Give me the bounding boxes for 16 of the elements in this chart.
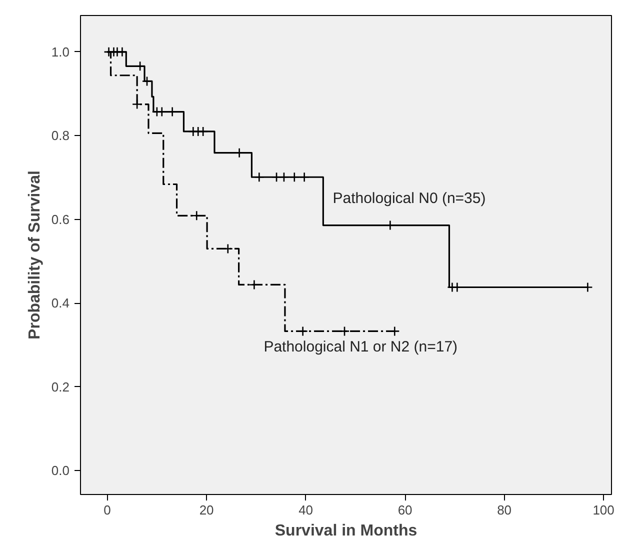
x-tick-label: 80: [497, 502, 512, 518]
x-tick-label: 100: [592, 502, 614, 518]
y-tick-label: 0.4: [51, 296, 70, 311]
y-tick-label: 1.0: [51, 44, 70, 60]
y-tick-label: 0.0: [51, 463, 70, 478]
x-tick-label: 0: [104, 502, 111, 518]
series-label: Pathological N0 (n=35): [332, 190, 486, 208]
x-axis-title: Survival in Months: [274, 522, 418, 540]
series-label: Pathological N1 or N2 (n=17): [264, 338, 458, 356]
y-tick-label: 0.2: [51, 379, 70, 394]
y-tick-label: 0.8: [51, 128, 70, 144]
x-tick-label: 60: [398, 502, 412, 518]
y-tick-label: 0.6: [51, 212, 70, 227]
x-tick-label: 20: [199, 502, 214, 518]
x-tick-label: 40: [298, 502, 314, 518]
y-axis-title: Probability of Survival: [26, 170, 44, 340]
